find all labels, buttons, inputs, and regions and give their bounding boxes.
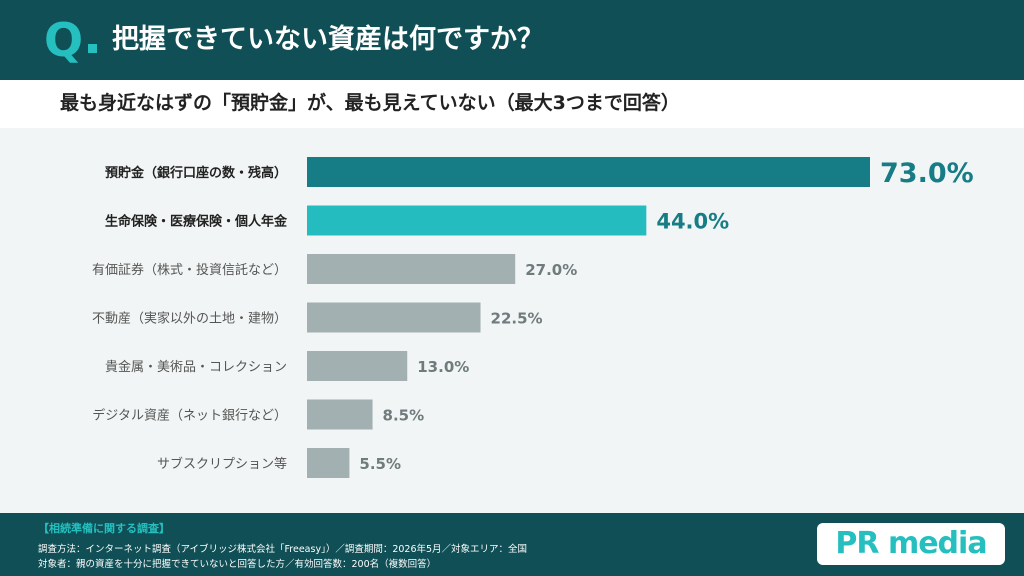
category-label: 生命保険・医療保険・個人年金	[105, 214, 288, 230]
category-label: デジタル資産（ネット銀行など）	[92, 408, 287, 424]
question-title: 把握できていない資産は何ですか？	[112, 24, 544, 55]
bar	[307, 254, 516, 284]
subtitle-bar	[0, 80, 1024, 128]
category-label: 有価証券（株式・投資信託など）	[92, 262, 287, 278]
bar	[307, 399, 373, 430]
category-label: 貴金属・美術品・コレクション	[105, 359, 287, 375]
question-dot-icon	[88, 44, 97, 53]
category-label: サブスクリプション等	[157, 456, 287, 472]
bar	[307, 205, 647, 236]
category-label: 不動産（実家以外の土地・建物）	[92, 311, 287, 327]
bar	[307, 351, 408, 381]
value-label: 44.0%	[656, 210, 729, 234]
category-label: 預貯金（銀行口座の数・残高）	[105, 165, 287, 181]
footer-method: 調査方法：インターネット調査（アイブリッジ株式会社「Freeasy」）／調査期間…	[38, 544, 528, 555]
value-label: 27.0%	[525, 261, 577, 279]
pr-media-logo-text: PR media	[835, 526, 987, 561]
header-bar	[0, 0, 1024, 80]
footer-title: 【相続準備に関する調査】	[38, 522, 170, 535]
pr-media-logo: PR media	[817, 523, 1005, 565]
bar	[307, 302, 481, 333]
value-label: 8.5%	[383, 407, 425, 425]
subtitle: 最も身近なはずの「預貯金」が、最も見えていない（最大3つまで回答）	[60, 92, 680, 114]
footer-target: 対象者：親の資産を十分に把握できていないと回答した方／有効回答数：200名（複数…	[38, 559, 437, 570]
bar-chart: 預貯金（銀行口座の数・残高） 73.0% 生命保険・医療保険・個人年金 44.0% 有価…	[0, 140, 1024, 500]
value-label: 22.5%	[491, 310, 543, 328]
value-label: 73.0%	[880, 158, 974, 189]
bar	[307, 448, 350, 478]
bar	[307, 157, 870, 187]
value-label: 13.0%	[417, 358, 469, 376]
value-label: 5.5%	[359, 455, 401, 473]
question-mark-icon: Q	[44, 13, 84, 67]
bar-chart-svg: 預貯金（銀行口座の数・残高） 73.0% 生命保険・医療保険・個人年金 44.0% 有価…	[92, 157, 974, 478]
